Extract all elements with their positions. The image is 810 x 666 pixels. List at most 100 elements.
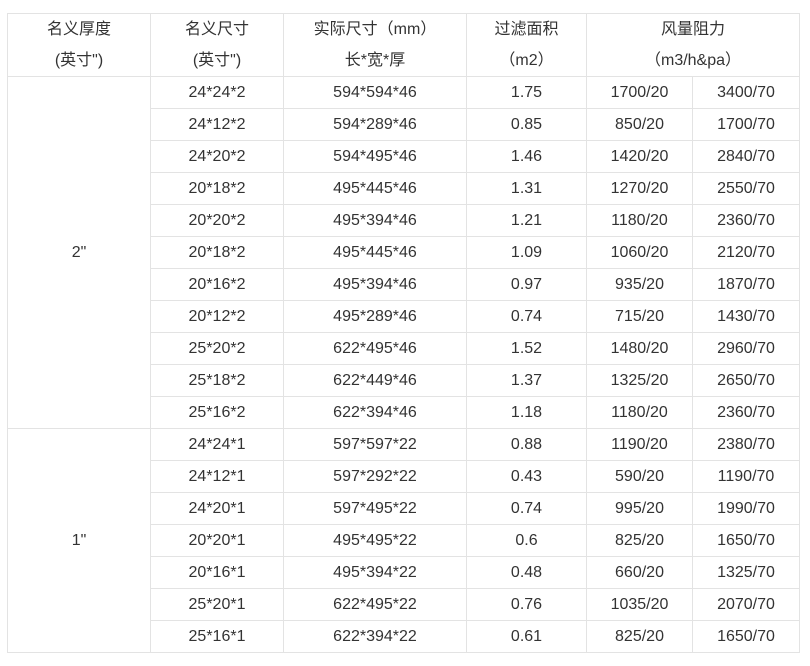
filter-area-cell: 1.09 — [466, 236, 587, 269]
table-row: 20*16*2 495*394*46 0.97 935/20 1870/70 — [8, 268, 801, 301]
airflow-high-cell: 3400/70 — [691, 76, 801, 109]
nominal-size-cell: 20*20*1 — [150, 524, 284, 557]
table-row: 24*20*1 597*495*22 0.74 995/20 1990/70 — [8, 492, 801, 525]
actual-size-cell: 622*449*46 — [283, 364, 467, 397]
airflow-low-cell: 1270/20 — [586, 172, 693, 205]
header-airflow-resistance: 风量阻力 （m3/h&pa） — [585, 13, 801, 77]
nominal-size-cell: 24*20*1 — [150, 492, 284, 525]
airflow-low-cell: 1190/20 — [586, 428, 693, 461]
airflow-low-cell: 1035/20 — [586, 588, 693, 621]
filter-area-cell: 0.61 — [466, 620, 587, 653]
nominal-size-cell: 24*12*2 — [150, 108, 284, 141]
actual-size-cell: 495*289*46 — [283, 300, 467, 333]
airflow-low-cell: 590/20 — [586, 460, 693, 493]
airflow-low-cell: 1180/20 — [586, 204, 693, 237]
nominal-size-cell: 25*16*2 — [150, 396, 284, 429]
table-row: 2" 24*24*2 594*594*46 1.75 1700/20 3400/70 — [7, 76, 801, 429]
airflow-high-cell: 2360/70 — [691, 396, 801, 429]
filter-area-cell: 0.76 — [466, 588, 587, 621]
airflow-high-cell: 2840/70 — [691, 140, 801, 173]
filter-area-cell: 1.52 — [466, 332, 587, 365]
header-row: 名义厚度 (英寸") 名义尺寸 (英寸") 实际尺寸（mm） 长*宽*厚 过滤面积 （m… — [7, 13, 801, 77]
actual-size-cell: 597*495*22 — [283, 492, 467, 525]
nominal-size-cell: 20*12*2 — [150, 300, 284, 333]
header-filter-area: 过滤面积 （m2） — [466, 13, 587, 77]
airflow-low-cell: 1700/20 — [586, 76, 693, 109]
nominal-size-cell: 24*12*1 — [150, 460, 284, 493]
airflow-high-cell: 1325/70 — [691, 556, 801, 589]
table-row: 1" 24*24*1 597*597*22 0.88 1190/20 2380/70 — [7, 428, 801, 653]
airflow-high-cell: 1990/70 — [691, 492, 801, 525]
airflow-low-cell: 1420/20 — [586, 140, 693, 173]
actual-size-cell: 495*445*46 — [283, 172, 467, 205]
actual-size-cell: 495*445*46 — [283, 236, 467, 269]
airflow-low-cell: 660/20 — [586, 556, 693, 589]
nominal-size-cell: 20*20*2 — [150, 204, 284, 237]
filter-area-cell: 1.46 — [466, 140, 587, 173]
actual-size-cell: 622*394*22 — [283, 620, 467, 653]
airflow-high-cell: 2650/70 — [691, 364, 801, 397]
airflow-high-cell: 2120/70 — [691, 236, 801, 269]
filter-area-cell: 0.97 — [466, 268, 587, 301]
actual-size-cell: 622*495*46 — [283, 332, 467, 365]
airflow-low-cell: 715/20 — [586, 300, 693, 333]
actual-size-cell: 594*495*46 — [283, 140, 467, 173]
table-row: 20*18*2 495*445*46 1.31 1270/20 2550/70 — [8, 172, 801, 205]
nominal-size-cell: 25*20*2 — [150, 332, 284, 365]
nominal-size-cell: 20*18*2 — [150, 172, 284, 205]
filter-area-cell: 1.21 — [466, 204, 587, 237]
nominal-size-cell: 24*24*2 — [150, 76, 284, 109]
filter-area-cell: 1.31 — [466, 172, 587, 205]
nominal-size-cell: 20*18*2 — [150, 236, 284, 269]
actual-size-cell: 594*289*46 — [283, 108, 467, 141]
nominal-size-cell: 20*16*1 — [150, 556, 284, 589]
filter-area-cell: 1.37 — [466, 364, 587, 397]
airflow-high-cell: 1700/70 — [691, 108, 801, 141]
airflow-low-cell: 1060/20 — [586, 236, 693, 269]
nominal-size-cell: 24*24*1 — [150, 428, 284, 461]
airflow-low-cell: 825/20 — [586, 620, 693, 653]
filter-area-cell: 0.43 — [466, 460, 587, 493]
table-row: 20*18*2 495*445*46 1.09 1060/20 2120/70 — [8, 236, 801, 269]
airflow-low-cell: 995/20 — [586, 492, 693, 525]
airflow-high-cell: 2380/70 — [691, 428, 801, 461]
thickness-cell: 2" — [7, 76, 151, 429]
actual-size-cell: 622*394*46 — [283, 396, 467, 429]
table-row: 25*18*2 622*449*46 1.37 1325/20 2650/70 — [8, 364, 801, 397]
airflow-high-cell: 2360/70 — [691, 204, 801, 237]
airflow-low-cell: 825/20 — [586, 524, 693, 557]
actual-size-cell: 495*394*46 — [283, 204, 467, 237]
airflow-low-cell: 850/20 — [586, 108, 693, 141]
table-row: 25*16*2 622*394*46 1.18 1180/20 2360/70 — [8, 396, 801, 429]
nominal-size-cell: 25*18*2 — [150, 364, 284, 397]
header-actual-size: 实际尺寸（mm） 长*宽*厚 — [283, 13, 467, 77]
actual-size-cell: 622*495*22 — [283, 588, 467, 621]
nominal-size-cell: 25*20*1 — [150, 588, 284, 621]
table-row: 24*20*2 594*495*46 1.46 1420/20 2840/70 — [8, 140, 801, 173]
filter-area-cell: 0.74 — [466, 300, 587, 333]
nominal-size-cell: 24*20*2 — [150, 140, 284, 173]
airflow-high-cell: 1430/70 — [691, 300, 801, 333]
airflow-high-cell: 2960/70 — [691, 332, 801, 365]
airflow-high-cell: 1650/70 — [691, 620, 801, 653]
filter-area-cell: 1.75 — [466, 76, 587, 109]
table-row: 25*20*1 622*495*22 0.76 1035/20 2070/70 — [8, 588, 801, 621]
header-nominal-size: 名义尺寸 (英寸") — [150, 13, 284, 77]
airflow-low-cell: 1480/20 — [586, 332, 693, 365]
airflow-high-cell: 1650/70 — [691, 524, 801, 557]
filter-area-cell: 0.85 — [466, 108, 587, 141]
table-row: 25*16*1 622*394*22 0.61 825/20 1650/70 — [8, 620, 801, 653]
thickness-cell: 1" — [7, 428, 151, 653]
actual-size-cell: 495*394*22 — [283, 556, 467, 589]
airflow-low-cell: 1325/20 — [586, 364, 693, 397]
filter-spec-table: 名义厚度 (英寸") 名义尺寸 (英寸") 实际尺寸（mm） 长*宽*厚 过滤面积 （m… — [7, 13, 801, 653]
airflow-low-cell: 1180/20 — [586, 396, 693, 429]
filter-area-cell: 0.88 — [466, 428, 587, 461]
table-row: 20*20*1 495*495*22 0.6 825/20 1650/70 — [8, 524, 801, 557]
airflow-low-cell: 935/20 — [586, 268, 693, 301]
airflow-high-cell: 2070/70 — [691, 588, 801, 621]
header-thickness: 名义厚度 (英寸") — [7, 13, 151, 77]
nominal-size-cell: 20*16*2 — [150, 268, 284, 301]
table-row: 20*20*2 495*394*46 1.21 1180/20 2360/70 — [8, 204, 801, 237]
filter-area-cell: 1.18 — [466, 396, 587, 429]
